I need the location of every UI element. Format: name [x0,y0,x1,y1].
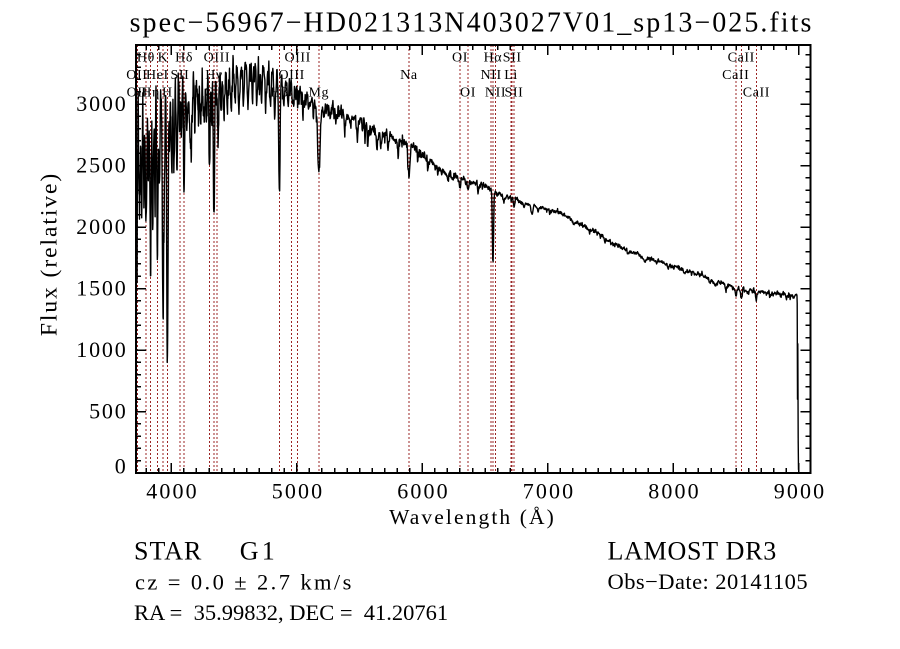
svg-text:Hθ: Hθ [137,51,155,66]
svg-text:OII: OII [126,68,147,83]
svg-text:CaII: CaII [728,51,755,66]
svg-text:H: H [162,86,173,101]
svg-text:STAR: STAR [134,537,202,566]
svg-text:SII: SII [503,51,522,66]
svg-text:1000: 1000 [76,337,127,362]
svg-text:Hγ: Hγ [205,68,223,83]
svg-text:LAMOST DR3: LAMOST DR3 [608,537,778,566]
svg-text:Hβ: Hβ [270,86,288,101]
svg-text:Na: Na [400,68,418,83]
svg-text:Hα: Hα [484,51,503,66]
svg-text:CaII: CaII [722,68,749,83]
svg-text:NII: NII [480,68,501,83]
svg-text:6000: 6000 [397,478,449,503]
svg-text:Hη: Hη [141,86,160,101]
svg-text:G1: G1 [240,537,278,566]
svg-text:Obs−Date: 20141105: Obs−Date: 20141105 [608,569,809,594]
svg-text:K: K [158,51,169,66]
svg-text:OIII: OIII [284,51,311,66]
svg-text:2000: 2000 [76,214,127,239]
svg-text:3000: 3000 [76,91,127,116]
svg-text:OII: OII [127,86,148,101]
svg-text:SII: SII [505,86,524,101]
svg-text:G: G [204,86,215,101]
svg-text:500: 500 [89,399,127,424]
svg-text:Li: Li [504,68,518,83]
svg-text:2500: 2500 [76,153,127,178]
svg-text:OI: OI [460,86,476,101]
svg-text:HeI: HeI [146,68,169,83]
svg-text:NII: NII [485,86,506,101]
svg-text:7000: 7000 [523,478,575,503]
svg-text:1500: 1500 [76,276,127,301]
svg-text:cz = 0.0 ± 2.7 km/s: cz = 0.0 ± 2.7 km/s [135,570,354,595]
svg-text:CaII: CaII [743,86,770,101]
svg-text:5000: 5000 [272,478,324,503]
svg-text:SII: SII [170,68,189,83]
svg-text:OIII: OIII [204,51,231,66]
svg-text:OIII: OIII [278,68,305,83]
svg-text:8000: 8000 [648,478,700,503]
svg-text:Wavelength (Å): Wavelength (Å) [389,505,556,529]
svg-text:0: 0 [115,454,128,479]
svg-text:Hδ: Hδ [175,51,193,66]
svg-text:Flux (relative): Flux (relative) [37,172,63,336]
svg-text:spec−56967−HD021313N403027V01_: spec−56967−HD021313N403027V01_sp13−025.f… [130,8,814,39]
svg-text:9000: 9000 [774,478,826,503]
svg-text:RA = 35.99832, DEC = 41.2076: RA = 35.99832, DEC = 41.20761 [134,600,448,625]
svg-text:Mg: Mg [308,86,329,101]
svg-text:OI: OI [452,51,468,66]
svg-text:4000: 4000 [146,478,198,503]
